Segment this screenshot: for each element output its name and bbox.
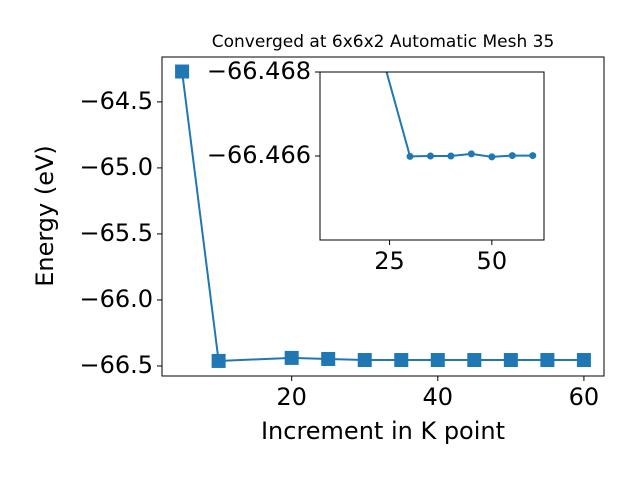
marker bbox=[394, 353, 409, 368]
marker bbox=[430, 353, 445, 368]
chart-title: Converged at 6x6x2 Automatic Mesh 35 bbox=[212, 32, 555, 52]
x-tick-label: 40 bbox=[423, 383, 454, 411]
marker bbox=[576, 353, 591, 368]
marker bbox=[467, 150, 475, 158]
x-tick-label: 50 bbox=[477, 247, 508, 275]
x-tick-label: 60 bbox=[569, 383, 600, 411]
marker bbox=[366, 6, 373, 13]
marker bbox=[488, 153, 496, 161]
y-axis-label: Energy (eV) bbox=[31, 145, 59, 287]
marker bbox=[284, 350, 299, 365]
marker bbox=[321, 351, 336, 366]
marker bbox=[467, 353, 482, 368]
marker bbox=[426, 152, 434, 160]
y-tick-label: −64.5 bbox=[79, 87, 153, 115]
marker bbox=[175, 64, 190, 79]
marker bbox=[211, 353, 226, 368]
marker bbox=[540, 353, 555, 368]
axes-frame bbox=[161, 56, 605, 377]
marker bbox=[357, 353, 372, 368]
marker bbox=[447, 152, 455, 160]
marker bbox=[503, 353, 518, 368]
x-tick-label: 20 bbox=[276, 383, 307, 411]
x-axis-label: Increment in K point bbox=[261, 417, 505, 445]
y-tick-label: −66.466 bbox=[207, 141, 311, 169]
y-tick-label: −66.5 bbox=[79, 351, 153, 379]
axes-frame bbox=[319, 71, 545, 241]
marker bbox=[508, 152, 516, 160]
y-tick-label: −66.0 bbox=[79, 285, 153, 313]
marker bbox=[406, 152, 414, 160]
marker bbox=[529, 152, 537, 160]
series-group bbox=[366, 6, 537, 161]
y-tick-label: −65.5 bbox=[79, 219, 153, 247]
x-tick-label: 25 bbox=[374, 247, 405, 275]
y-tick-label: −65.0 bbox=[79, 153, 153, 181]
y-tick-label: −66.468 bbox=[207, 57, 311, 85]
series-group bbox=[175, 64, 591, 368]
